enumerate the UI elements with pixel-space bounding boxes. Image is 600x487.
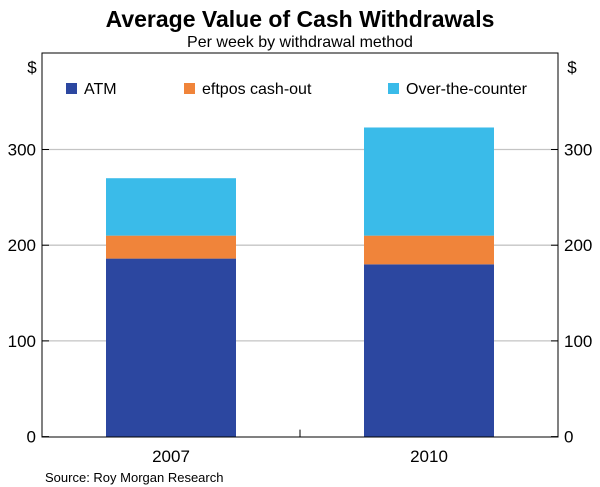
y-tick-label-right: 200 <box>564 236 592 255</box>
y-tick-label-right: 0 <box>564 428 573 447</box>
source-note: Source: Roy Morgan Research <box>45 470 223 485</box>
legend-label: eftpos cash-out <box>202 81 312 98</box>
bar-over-the-counter-2007 <box>106 178 236 236</box>
legend-swatch <box>66 83 77 94</box>
legend-label: ATM <box>84 81 117 98</box>
legend-label: Over-the-counter <box>406 81 528 98</box>
y-tick-label-left: 100 <box>8 332 36 351</box>
y-tick-label-right: 300 <box>564 141 592 160</box>
chart-title: Average Value of Cash Withdrawals <box>106 6 495 32</box>
x-tick-label: 2007 <box>152 447 190 466</box>
y-tick-label-left: 0 <box>27 428 36 447</box>
y-tick-label-left: 200 <box>8 236 36 255</box>
bar-atm-2010 <box>364 264 494 437</box>
bar-eftpos-cash-out-2007 <box>106 235 236 259</box>
y-tick-label-right: 100 <box>564 332 592 351</box>
legend-swatch <box>184 83 195 94</box>
y-tick-label-left: 300 <box>8 141 36 160</box>
bar-over-the-counter-2010 <box>364 127 494 236</box>
y-axis-unit-left: $ <box>27 58 37 77</box>
chart-subtitle: Per week by withdrawal method <box>187 34 413 51</box>
y-axis-unit-right: $ <box>567 58 577 77</box>
bar-eftpos-cash-out-2010 <box>364 235 494 265</box>
legend-swatch <box>388 83 399 94</box>
bar-atm-2007 <box>106 258 236 437</box>
x-tick-label: 2010 <box>410 447 448 466</box>
